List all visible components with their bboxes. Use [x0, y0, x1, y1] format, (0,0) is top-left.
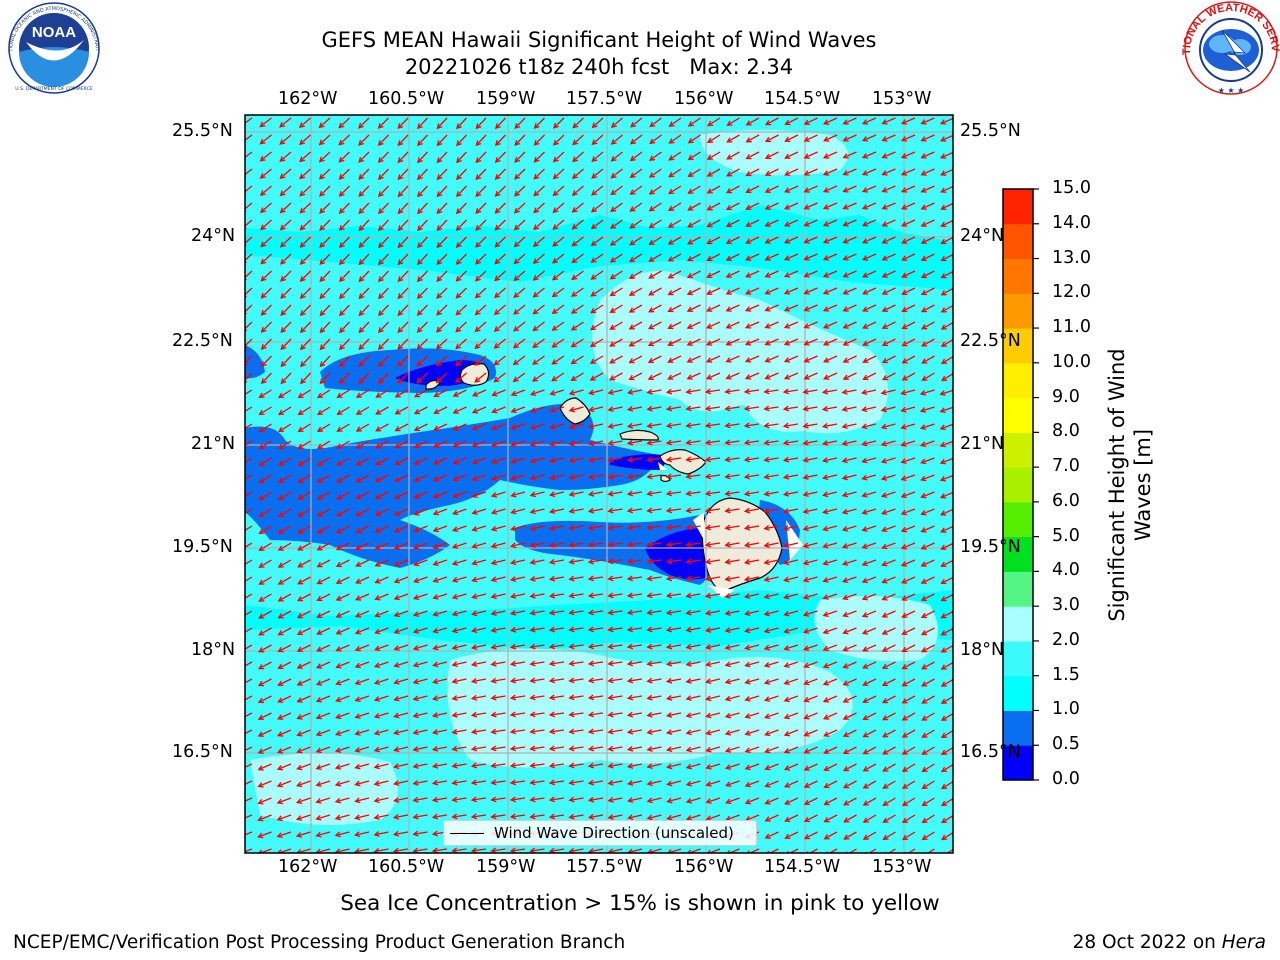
legend-label: Wind Wave Direction (unscaled)	[494, 824, 734, 842]
noaa-logo-subtext: U.S. DEPARTMENT OF COMMERCE	[15, 86, 92, 92]
colorbar-block	[1003, 606, 1033, 642]
colorbar-tick-label: 7.0	[1052, 456, 1080, 477]
lon-tick-top-156w: 156°W	[674, 89, 734, 109]
colorbar-tick-label: 11.0	[1052, 317, 1091, 338]
lon-tick-top-153w: 153°W	[872, 89, 932, 109]
colorbar-block	[1003, 397, 1033, 433]
noaa-logo-text: NOAA	[32, 24, 76, 41]
lat-tick-left-22.5n: 22.5°N	[172, 331, 233, 351]
colorbar-tick-label: 9.0	[1052, 386, 1080, 407]
colorbar-block	[1003, 328, 1033, 364]
colorbar-block	[1003, 640, 1033, 677]
map-legend: Wind Wave Direction (unscaled)	[443, 820, 757, 846]
colorbar-block	[1003, 745, 1033, 781]
wave-contour-2.0m	[250, 130, 938, 825]
colorbar-frame	[1002, 188, 1034, 781]
colorbar-block	[1003, 189, 1033, 225]
colorbar-tick-label: 2.0	[1052, 629, 1080, 650]
colorbar	[1003, 188, 1039, 781]
colorbar-block	[1003, 675, 1033, 711]
noaa-logo: NOAA NATIONAL OCEANIC AND ATMOSPHERIC AD…	[0, 0, 100, 94]
lat-tick-left-19.5n: 19.5°N	[172, 537, 233, 557]
footer-date: 28 Oct 2022 on	[1072, 932, 1222, 953]
lon-tick-bottom-162w: 162°W	[278, 857, 338, 877]
lat-tick-right-16.5n: 16.5°N	[960, 742, 1021, 762]
colorbar-tick-label: 1.0	[1052, 699, 1080, 720]
lon-tick-bottom-153w: 153°W	[872, 857, 932, 877]
colorbar-tick-label: 6.0	[1052, 490, 1080, 511]
colorbar-label: Significant Height of Wind Waves [m]	[1104, 325, 1156, 645]
island-maui	[659, 449, 707, 475]
colorbar-block	[1003, 710, 1033, 746]
colorbar-tick-label: 15.0	[1052, 178, 1091, 198]
footer-machine: Hera	[1221, 932, 1266, 953]
colorbar-block	[1003, 258, 1033, 294]
wind-wave-arrows	[245, 117, 953, 853]
colorbar-block	[1003, 362, 1033, 399]
colorbar-block	[1003, 571, 1033, 607]
colorbar-tick-label: 8.0	[1052, 421, 1080, 442]
lat-tick-left-24n: 24°N	[191, 226, 236, 246]
map-gridlines	[245, 115, 953, 853]
colorbar-tick-label: 10.0	[1052, 351, 1091, 372]
lon-tick-bottom-156w: 156°W	[674, 857, 734, 877]
island-oahu	[559, 397, 591, 425]
lat-tick-left-16.5n: 16.5°N	[172, 742, 233, 762]
lat-tick-right-25.5n: 25.5°N	[960, 121, 1021, 141]
lat-tick-left-18n: 18°N	[191, 640, 236, 660]
colorbar-tick-label: 0.0	[1052, 769, 1080, 789]
colorbar-tick-label: 14.0	[1052, 212, 1091, 233]
svg-text:★ ★ ★: ★ ★ ★	[1218, 86, 1245, 95]
lon-tick-bottom-157.5w: 157.5°W	[566, 857, 643, 877]
lon-tick-bottom-159w: 159°W	[476, 857, 536, 877]
colorbar-tick-label: 5.0	[1052, 525, 1080, 546]
lon-tick-top-159w: 159°W	[476, 89, 536, 109]
map-frame	[244, 114, 954, 854]
footer-right: 28 Oct 2022 on Hera	[1073, 932, 1266, 953]
lon-tick-top-160.5w: 160.5°W	[368, 89, 445, 109]
lon-tick-top-157.5w: 157.5°W	[566, 89, 643, 109]
lat-tick-right-18n: 18°N	[960, 640, 1005, 660]
footer-left: NCEP/EMC/Verification Post Processing Pr…	[13, 932, 626, 953]
lon-tick-bottom-154.5w: 154.5°W	[764, 857, 841, 877]
lon-tick-top-162w: 162°W	[278, 89, 338, 109]
sea-ice-note: Sea Ice Concentration > 15% is shown in …	[340, 891, 940, 916]
colorbar-block	[1003, 501, 1033, 538]
colorbar-tick-label: 1.5	[1052, 664, 1080, 685]
colorbar-tick-label: 13.0	[1052, 247, 1091, 268]
colorbar-block	[1003, 467, 1033, 503]
chart-title-line1: GEFS MEAN Hawaii Significant Height of W…	[321, 28, 877, 52]
colorbar-tick-label: 3.0	[1052, 595, 1080, 616]
lat-tick-right-22.5n: 22.5°N	[960, 331, 1021, 351]
island-molokai	[619, 429, 659, 441]
colorbar-block	[1003, 432, 1033, 468]
colorbar-tick-label: 12.0	[1052, 282, 1091, 303]
lon-tick-top-154.5w: 154.5°W	[764, 89, 841, 109]
map-panel	[245, 115, 953, 853]
lat-tick-left-21n: 21°N	[191, 434, 236, 454]
legend-line-symbol	[450, 832, 484, 834]
lat-tick-right-24n: 24°N	[960, 226, 1005, 246]
lon-tick-bottom-160.5w: 160.5°W	[368, 857, 445, 877]
colorbar-block	[1003, 223, 1033, 260]
lat-tick-left-25.5n: 25.5°N	[172, 121, 233, 141]
colorbar-label-line2: Waves [m]	[1131, 428, 1155, 542]
colorbar-block	[1003, 536, 1033, 572]
colorbar-block	[1003, 293, 1033, 329]
lat-tick-right-21n: 21°N	[960, 434, 1005, 454]
lat-tick-right-19.5n: 19.5°N	[960, 537, 1021, 557]
colorbar-tick-label: 0.5	[1052, 734, 1080, 755]
colorbar-tick-label: 4.0	[1052, 560, 1080, 581]
chart-title-line2: 20221026 t18z 240h fcst Max: 2.34	[404, 55, 794, 79]
island-hawaii	[701, 497, 783, 593]
colorbar-label-line1: Significant Height of Wind	[1105, 348, 1129, 622]
